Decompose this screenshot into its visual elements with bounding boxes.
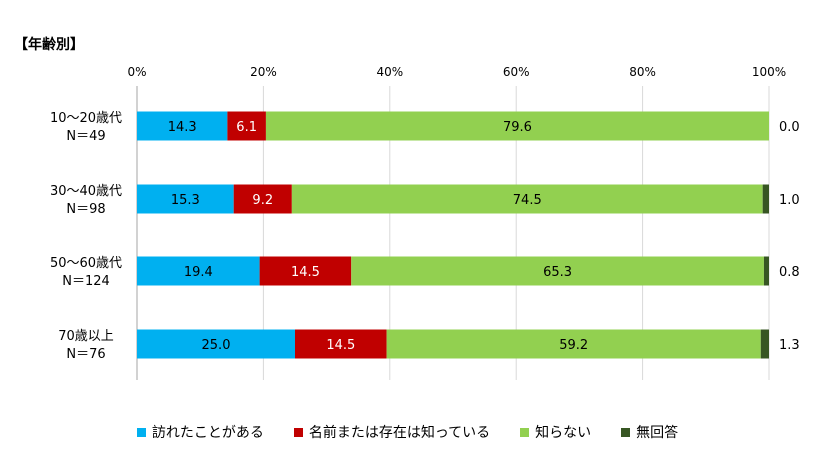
- data-label: 14.3: [168, 120, 197, 135]
- bar-segment: [291, 184, 763, 214]
- data-label: 25.0: [202, 338, 231, 353]
- bar-segment: [137, 184, 234, 214]
- bar-segment: [295, 329, 387, 359]
- bar-segment: [137, 329, 295, 359]
- data-label: 15.3: [171, 193, 200, 208]
- x-tick-label: 20%: [250, 65, 277, 79]
- legend-swatch: [136, 427, 146, 437]
- data-label: 14.5: [291, 265, 320, 280]
- bar-segment: [265, 111, 769, 141]
- bar-segment: [386, 329, 761, 359]
- category-count-label: N＝76: [66, 347, 105, 362]
- x-tick-label: 100%: [752, 65, 786, 79]
- chart-legend: 訪れたことがある 名前または存在は知っている 知らない 無回答: [0, 422, 815, 442]
- x-tick-label: 80%: [629, 65, 656, 79]
- bar-segment: [227, 111, 266, 141]
- data-label: 9.2: [252, 193, 273, 208]
- data-label: 59.2: [559, 338, 588, 353]
- data-label: 14.5: [326, 338, 355, 353]
- legend-swatch: [621, 427, 631, 437]
- bar-segment: [233, 184, 292, 214]
- legend-item: 無回答: [621, 422, 678, 442]
- legend-label: 無回答: [636, 425, 679, 441]
- legend-item: 知らない: [520, 422, 591, 442]
- x-tick-label: 40%: [376, 65, 403, 79]
- data-label: 6.1: [236, 120, 257, 135]
- bar-segment: [762, 184, 769, 214]
- legend-swatch: [520, 427, 530, 437]
- category-count-label: N＝49: [66, 129, 105, 144]
- bar-segment: [760, 329, 769, 359]
- bar-segment: [763, 256, 769, 286]
- data-label: 1.3: [779, 338, 800, 353]
- legend-label: 訪れたことがある: [151, 425, 264, 441]
- legend-item: 訪れたことがある: [136, 422, 264, 442]
- legend-label: 知らない: [535, 425, 592, 441]
- category-label: 70歳以上: [58, 329, 114, 344]
- bar-segment: [351, 256, 764, 286]
- chart-title: 【年齢別】: [14, 37, 84, 53]
- data-label: 65.3: [543, 265, 572, 280]
- legend-swatch: [293, 427, 303, 437]
- bar-segment: [137, 256, 260, 286]
- bar-segment: [137, 111, 228, 141]
- x-tick-label: 60%: [503, 65, 530, 79]
- category-label: 50～60歳代: [50, 256, 122, 271]
- category-label: 30～40歳代: [50, 184, 122, 199]
- legend-label: 名前または存在は知っている: [308, 425, 491, 441]
- data-label: 1.0: [779, 193, 800, 208]
- category-count-label: N＝98: [66, 202, 105, 217]
- bar-segment: [259, 256, 352, 286]
- category-count-label: N＝124: [62, 274, 110, 289]
- category-label: 10～20歳代: [50, 111, 122, 126]
- legend-item: 名前または存在は知っている: [293, 422, 491, 442]
- x-tick-label: 0%: [127, 65, 146, 79]
- data-label: 79.6: [503, 120, 532, 135]
- data-label: 19.4: [184, 265, 213, 280]
- data-label: 74.5: [513, 193, 542, 208]
- data-label: 0.0: [779, 120, 800, 135]
- data-label: 0.8: [779, 265, 800, 280]
